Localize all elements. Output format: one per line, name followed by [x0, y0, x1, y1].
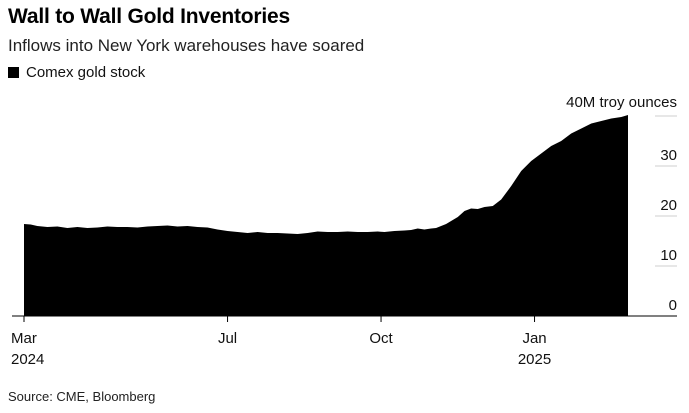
- y-axis: 0 10 20 30: [660, 147, 677, 314]
- x-tick-label: Mar: [11, 330, 37, 347]
- source-note: Source: CME, Bloomberg: [8, 389, 156, 404]
- chart-legend: Comex gold stock: [8, 64, 145, 81]
- y-axis-top-label: 40M troy ounces: [566, 94, 677, 111]
- chart-title: Wall to Wall Gold Inventories: [8, 5, 290, 28]
- y-tick-label: 0: [669, 297, 677, 314]
- grid-lines: [655, 115, 677, 267]
- comex-gold-stock-area: [24, 115, 628, 316]
- x-tick-label: Oct: [369, 330, 393, 347]
- y-tick-label: 30: [660, 147, 677, 164]
- chart-subtitle: Inflows into New York warehouses have so…: [8, 36, 365, 55]
- x-tick-sublabel: 2024: [11, 351, 44, 368]
- x-tick-sublabel: 2025: [518, 351, 551, 368]
- legend-label: Comex gold stock: [26, 64, 146, 81]
- x-axis: Mar 2024 Jul Oct Jan 2025: [11, 316, 551, 368]
- y-tick-label: 20: [660, 197, 677, 214]
- y-tick-label: 10: [660, 247, 677, 264]
- x-tick-label: Jul: [218, 330, 237, 347]
- x-tick-label: Jan: [522, 330, 546, 347]
- legend-swatch: [8, 67, 19, 78]
